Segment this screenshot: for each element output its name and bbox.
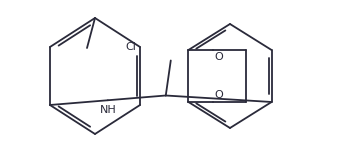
Text: NH: NH (99, 105, 116, 115)
Text: O: O (215, 90, 224, 100)
Text: O: O (215, 52, 224, 62)
Text: Cl: Cl (125, 42, 136, 52)
